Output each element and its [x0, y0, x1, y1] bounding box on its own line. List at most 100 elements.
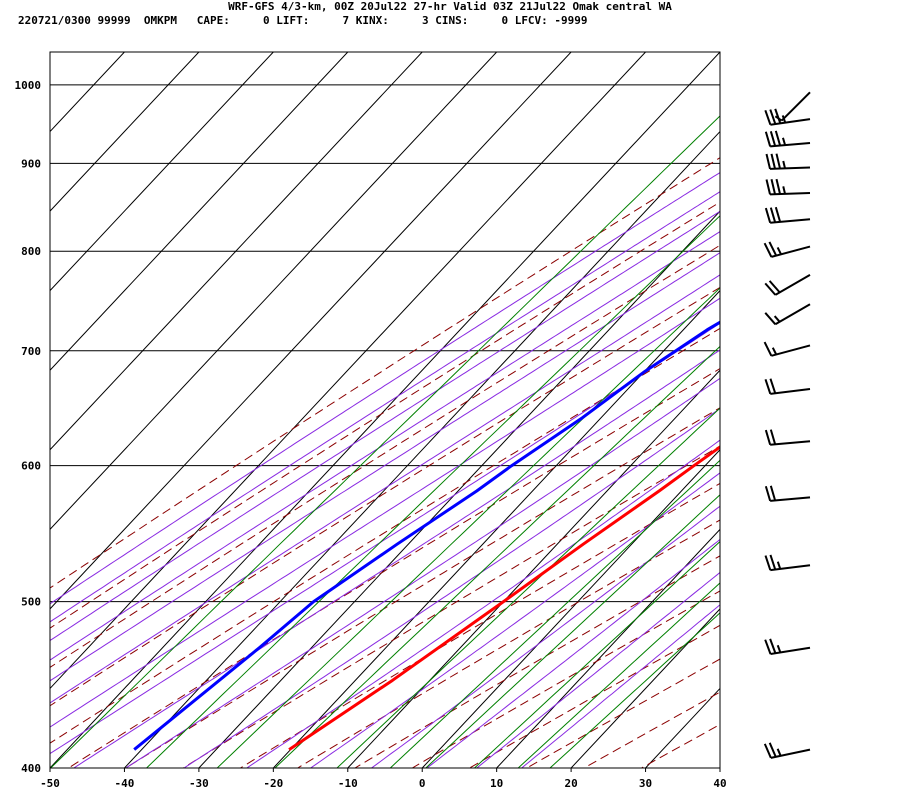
- isotherm-line: [50, 52, 274, 292]
- chart-subtitle: 220721/0300 99999 OMKPM CAPE: 0 LIFT: 7 …: [18, 14, 588, 27]
- wind-barb-staff: [771, 344, 811, 357]
- wind-barb-staff: [770, 118, 811, 126]
- dry-adiabat: [50, 157, 720, 589]
- isotherm-line: [50, 52, 349, 371]
- dry-adiabat: [50, 201, 720, 629]
- dry-adiabat: [583, 691, 720, 768]
- wind-barb-feather: [775, 178, 781, 195]
- isotherm-line: [570, 608, 720, 768]
- dry-adiabat: [50, 244, 720, 668]
- wind-barb: [764, 378, 811, 395]
- dry-adiabat: [641, 723, 720, 768]
- wind-barb-feather: [770, 179, 776, 195]
- wind-barb: [764, 485, 811, 502]
- wind-barb-staff: [770, 440, 811, 446]
- mixing-ratio-line: [425, 494, 720, 768]
- isotherm-line: [124, 130, 720, 768]
- moist-adiabat: [246, 439, 720, 768]
- moist-adiabat: [125, 377, 720, 768]
- isotherm-line: [347, 369, 720, 768]
- wind-barb-staff: [774, 303, 811, 326]
- wind-barb-feather: [764, 131, 772, 147]
- mixing-ratio-line: [474, 540, 720, 768]
- wind-barb-feather: [765, 179, 771, 195]
- wind-barb-feather: [764, 379, 772, 395]
- wind-barb-staff: [770, 141, 811, 148]
- wind-barb-feather: [769, 207, 777, 223]
- wind-barb-staff: [770, 564, 811, 572]
- wind-barb-feather: [764, 282, 777, 296]
- moist-adiabat: [371, 505, 720, 768]
- mixing-ratio-line: [50, 115, 720, 768]
- temperature-tick-label: 40: [713, 777, 726, 790]
- dry-adiabat: [182, 445, 720, 768]
- wind-barb-feather: [769, 485, 777, 501]
- wind-barb-feather: [763, 743, 772, 759]
- moist-adiabat: [183, 407, 720, 768]
- pressure-tick-label: 400: [21, 762, 41, 775]
- wind-barb-feather: [769, 109, 777, 125]
- wind-barb-staff: [770, 388, 811, 395]
- wind-barb: [763, 742, 811, 759]
- wind-barb-feather: [782, 186, 786, 195]
- dry-adiabat: [297, 519, 720, 768]
- mixing-ratio-line: [549, 612, 720, 768]
- wind-barb: [764, 554, 811, 572]
- isotherm-line: [50, 52, 572, 610]
- moist-adiabat: [310, 472, 720, 768]
- temperature-tick-label: 0: [419, 777, 426, 790]
- wind-barb-feather: [776, 247, 782, 255]
- moist-adiabat: [50, 274, 720, 704]
- isotherm-line: [50, 52, 720, 768]
- wind-barb-staff: [774, 273, 811, 296]
- wind-barb-feather: [769, 638, 777, 654]
- wind-barb: [774, 91, 811, 122]
- moist-adiabat: [476, 571, 720, 768]
- temperature-tick-label: -50: [40, 777, 60, 790]
- mixing-ratio-line: [389, 459, 720, 768]
- dry-adiabat: [68, 367, 720, 768]
- wind-barb-staff: [771, 245, 811, 258]
- wind-barb-feather: [774, 130, 782, 146]
- temperature-tick-label: -10: [338, 777, 358, 790]
- wind-barb: [763, 241, 811, 258]
- isotherm-line: [496, 528, 720, 768]
- wind-barb: [764, 638, 811, 656]
- moist-adiabat: [50, 210, 720, 642]
- pressure-tick-label: 500: [21, 596, 41, 609]
- wind-barb-feather: [775, 153, 781, 169]
- wind-barb: [764, 206, 811, 224]
- isotherm-line: [50, 52, 200, 212]
- isotherm-line: [421, 449, 720, 768]
- temperature-tick-label: -20: [263, 777, 283, 790]
- wind-barb-feather: [769, 429, 777, 445]
- mixing-ratio-line: [146, 215, 720, 768]
- dry-adiabat: [50, 286, 720, 707]
- grid-layer: [50, 52, 720, 768]
- wind-barb-feather: [764, 312, 777, 325]
- moist-adiabat: [426, 538, 720, 768]
- wind-barb-feather: [769, 554, 777, 570]
- mixing-ratio-line: [216, 287, 720, 768]
- wind-barb-staff: [770, 218, 811, 224]
- dry-adiabat: [50, 327, 720, 744]
- wind-barb-feather: [763, 341, 773, 357]
- wind-barb: [764, 303, 811, 326]
- mixing-ratio-line: [274, 345, 720, 768]
- temperature-tick-label: 20: [564, 777, 577, 790]
- moist-adiabat: [521, 604, 720, 768]
- mixing-ratio-line: [336, 407, 720, 768]
- temperature-tick-label: 10: [490, 777, 503, 790]
- wind-barb-feather: [769, 378, 777, 394]
- wind-barb-feather: [768, 742, 777, 758]
- plot-frame: [49, 51, 721, 769]
- wind-barb-feather: [774, 108, 782, 124]
- temperature-tick-label: 30: [639, 777, 652, 790]
- isotherm-line: [50, 52, 646, 690]
- isotherm-line: [50, 52, 498, 531]
- wind-barb-feather: [768, 241, 778, 257]
- wind-barb-feather: [763, 242, 773, 258]
- wind-barb-feather: [768, 280, 781, 294]
- dry-adiabat: [526, 658, 720, 768]
